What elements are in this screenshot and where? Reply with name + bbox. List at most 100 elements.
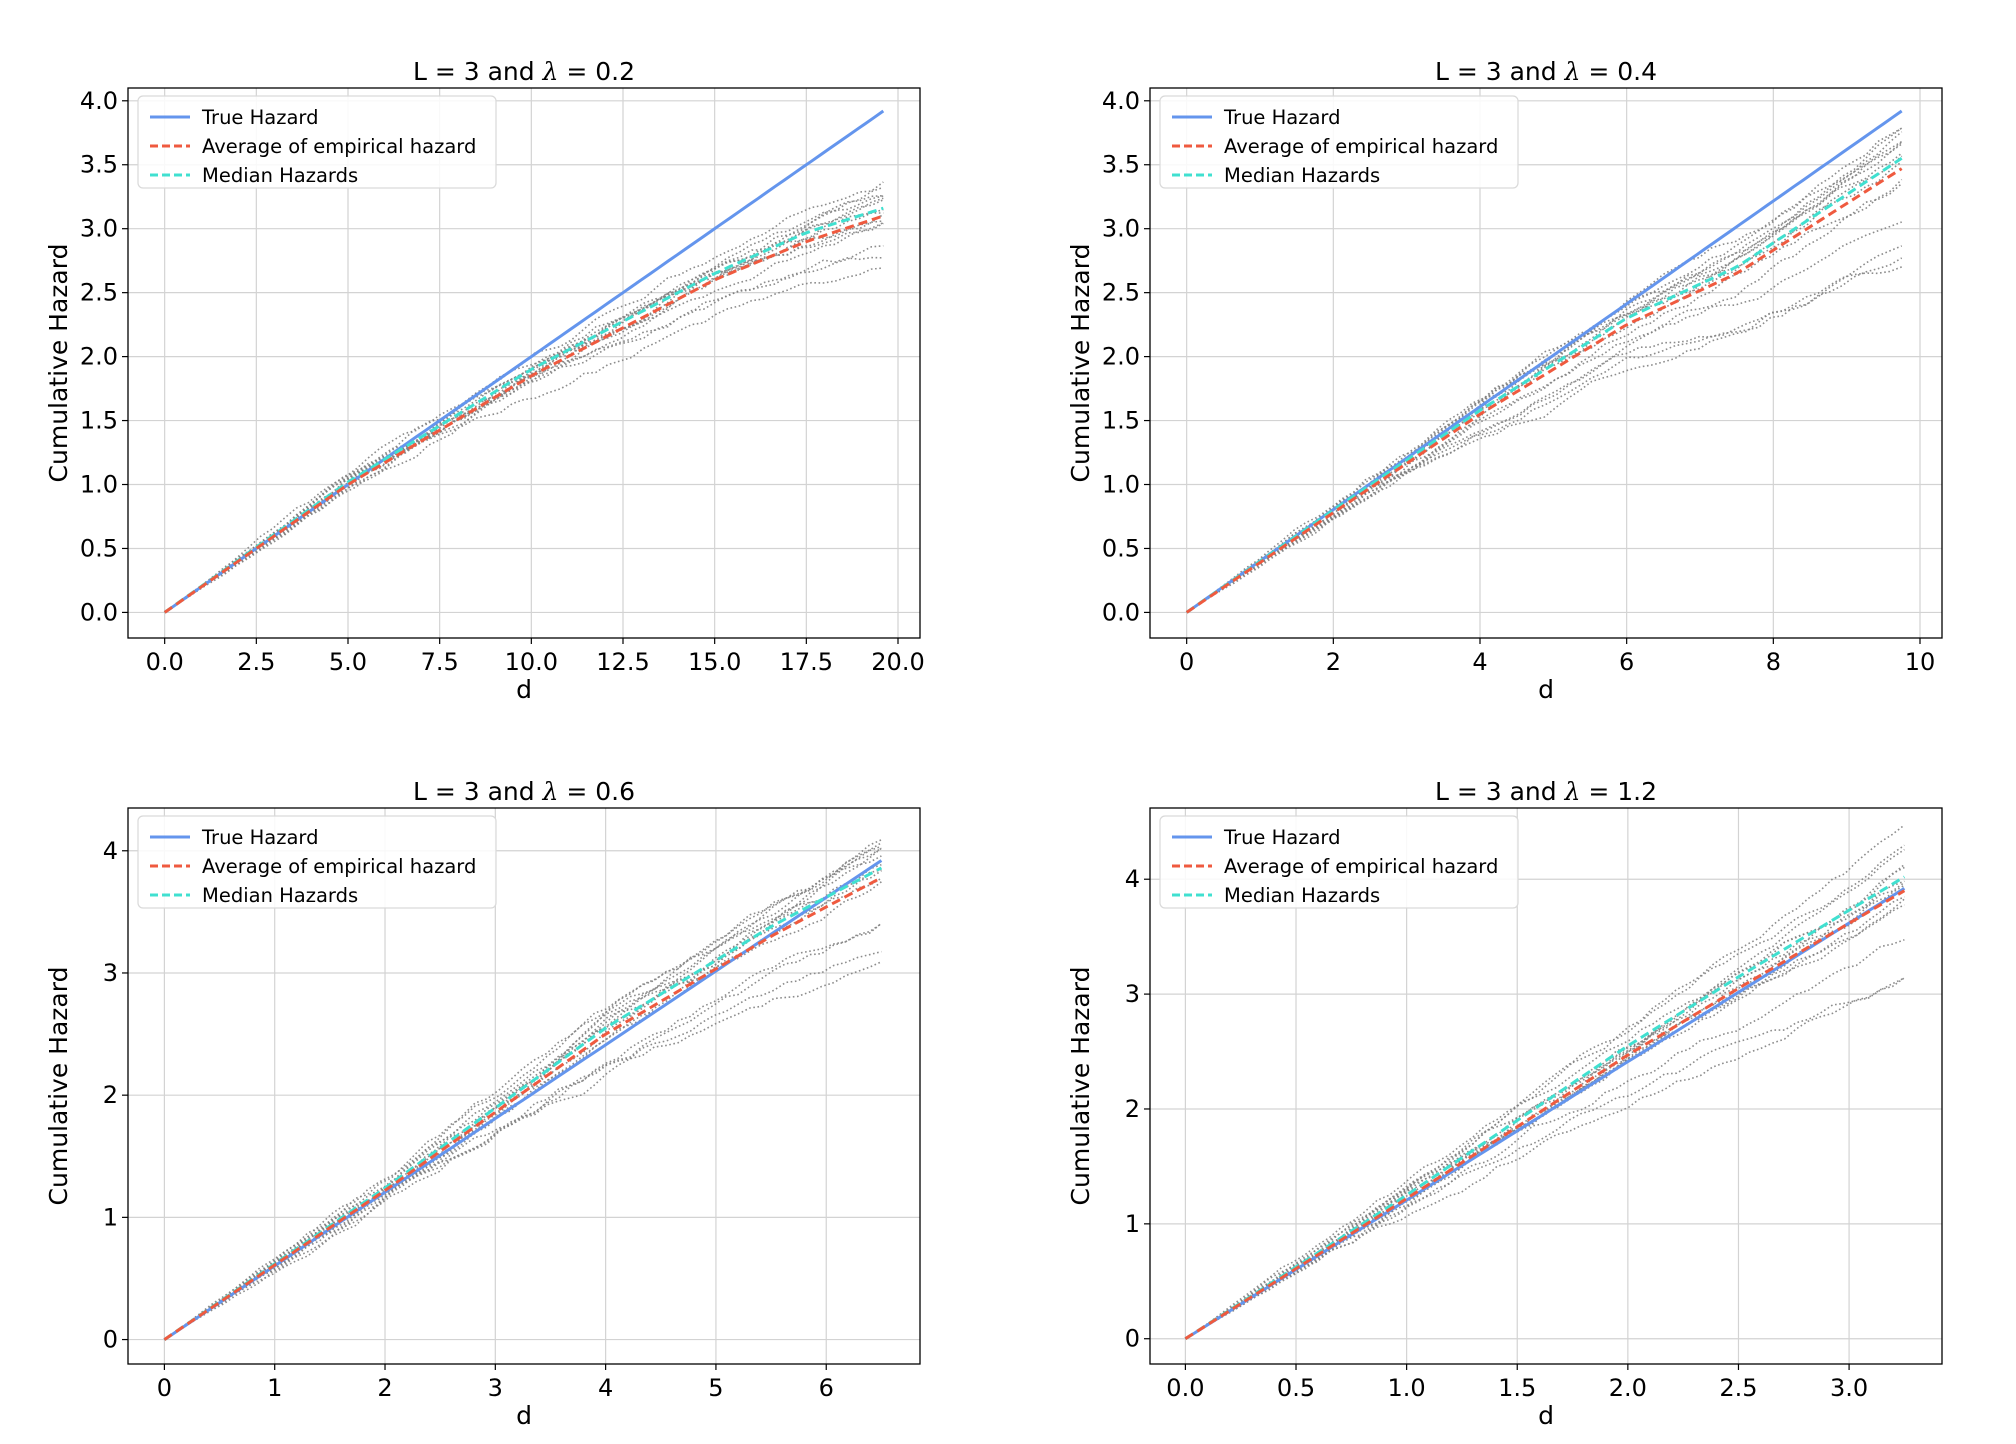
y-tick-label: 1 xyxy=(103,1203,118,1231)
x-tick-label: 7.5 xyxy=(421,648,459,676)
empirical-hazard-line xyxy=(164,220,884,614)
y-tick-label: 2.5 xyxy=(1102,279,1140,307)
chart-lambda-0-2: 0.0 2.5 5.0 7.5 10.0 12.5 15.0 17.5 20.0 0.0 0.5 1.… xyxy=(44,57,925,704)
plot-frame xyxy=(127,807,921,1365)
y-axis-label: Cumulative Hazard xyxy=(44,967,73,1206)
legend-box xyxy=(1159,95,1519,189)
average-hazard-line xyxy=(163,876,883,1341)
empirical-hazard-line xyxy=(164,194,884,614)
empirical-hazard-line xyxy=(164,267,884,614)
empirical-hazard-line xyxy=(164,221,884,614)
title-value: = 0.4 xyxy=(1580,57,1657,86)
x-tick-label: 5.0 xyxy=(329,648,367,676)
empirical-hazard-line xyxy=(1184,863,1905,1340)
empirical-hazard-line xyxy=(1184,844,1905,1340)
chart-panel-2: 0 2 4 6 8 10 0.0 0.5 1.0 1.5 2.0 2.5 3.0 3.5 4.0 d Cumul… xyxy=(1008,0,2016,720)
legend-label: True Hazard xyxy=(1223,106,1340,129)
chart-title: L = 3 and λ = 1.2 xyxy=(1435,777,1657,806)
title-prefix: L = 3 and xyxy=(413,57,543,86)
empirical-hazard-line xyxy=(164,186,884,614)
legend-label: True Hazard xyxy=(201,106,318,129)
legend-box xyxy=(1159,815,1519,909)
empirical-hazard-line xyxy=(163,847,882,1341)
empirical-hazard-line xyxy=(164,195,884,614)
chart-lambda-0-4: 0 2 4 6 8 10 0.0 0.5 1.0 1.5 2.0 2.5 3.0 3.5 4.0 d Cumul… xyxy=(1066,57,1943,704)
x-tick-label: 15.0 xyxy=(688,648,741,676)
empirical-hazard-line xyxy=(1186,257,1903,614)
y-tick-label: 4 xyxy=(1125,865,1140,893)
y-axis-label: Cumulative Hazard xyxy=(1066,967,1095,1206)
x-tick-label: 6 xyxy=(819,1374,834,1402)
empirical-hazard-line xyxy=(163,961,882,1341)
legend: True Hazard Average of empirical hazard Me… xyxy=(1159,95,1519,189)
empirical-hazard-line xyxy=(164,222,884,614)
empirical-hazard-line xyxy=(163,881,882,1341)
y-tick-label: 0.5 xyxy=(1102,534,1140,562)
empirical-hazard-line xyxy=(164,256,884,614)
legend-label: Average of empirical hazard xyxy=(1224,855,1498,878)
empirical-hazard-line xyxy=(1186,140,1903,614)
x-tick-label: 1.5 xyxy=(1498,1374,1536,1402)
empirical-hazard-line xyxy=(163,922,882,1341)
x-tick-label: 2.5 xyxy=(237,648,275,676)
title-prefix: L = 3 and xyxy=(1435,57,1565,86)
y-tick-label: 2.0 xyxy=(1102,343,1140,371)
empirical-hazard-line xyxy=(1186,245,1903,614)
chart-panel-1: 0.0 2.5 5.0 7.5 10.0 12.5 15.0 17.5 20.0 0.0 0.5 1.… xyxy=(0,0,1008,720)
title-prefix: L = 3 and xyxy=(1435,777,1565,806)
x-tick-label: 3 xyxy=(488,1374,503,1402)
empirical-hazard-line xyxy=(1186,161,1903,614)
chart-lambda-1-2: 0.0 0.5 1.0 1.5 2.0 2.5 3.0 0 1 2 3 4 d Cumulative Ha… xyxy=(1066,777,1943,1430)
x-tick-label: 20.0 xyxy=(871,648,924,676)
axis-ticks: 0.0 2.5 5.0 7.5 10.0 12.5 15.0 17.5 20.0 0.0 0.5 1.… xyxy=(80,87,925,676)
legend-label: Median Hazards xyxy=(1224,884,1380,907)
empirical-hazard-line xyxy=(1186,141,1903,614)
plot-frame xyxy=(1149,87,1943,639)
empirical-hazard-line xyxy=(163,877,882,1341)
y-tick-label: 0.0 xyxy=(1102,598,1140,626)
legend-label: Average of empirical hazard xyxy=(1224,135,1498,158)
legend-label: Median Hazards xyxy=(202,884,358,907)
axis-ticks: 0.0 0.5 1.0 1.5 2.0 2.5 3.0 0 1 2 3 4 xyxy=(1125,865,1868,1402)
empirical-hazard-line xyxy=(164,197,884,614)
y-tick-label: 2.0 xyxy=(80,343,118,371)
main-series xyxy=(1185,109,1903,614)
x-tick-label: 4 xyxy=(1472,648,1487,676)
legend: True Hazard Average of empirical hazard Me… xyxy=(1159,815,1519,909)
y-tick-label: 1 xyxy=(1125,1210,1140,1238)
title-value: = 0.2 xyxy=(558,57,635,86)
main-series xyxy=(163,109,885,614)
legend-box xyxy=(137,95,497,189)
median-hazard-line xyxy=(1184,875,1906,1340)
y-axis-label: Cumulative Hazard xyxy=(44,244,73,483)
empirical-hazard-line xyxy=(164,199,884,614)
empirical-hazard-line xyxy=(1184,977,1905,1340)
empirical-hazard-line xyxy=(1184,977,1905,1340)
axis-ticks: 0 2 4 6 8 10 0.0 0.5 1.0 1.5 2.0 2.5 3.0 3.5 4.0 xyxy=(1102,87,1935,676)
empirical-hazard-line xyxy=(164,212,884,614)
y-tick-label: 1.0 xyxy=(80,471,118,499)
empirical-hazard-line xyxy=(1186,266,1902,614)
chart-lambda-0-6: 0 1 2 3 4 5 6 0 1 2 3 4 d Cumulative Hazard L = 3 and … xyxy=(44,777,921,1430)
y-tick-label: 3.5 xyxy=(1102,151,1140,179)
empirical-hazard-line xyxy=(163,845,882,1341)
x-tick-label: 6 xyxy=(1619,648,1634,676)
legend-label: Average of empirical hazard xyxy=(202,855,476,878)
legend-label: Average of empirical hazard xyxy=(202,135,476,158)
x-tick-label: 0 xyxy=(1179,648,1194,676)
chart-title: L = 3 and λ = 0.4 xyxy=(1435,57,1657,86)
empirical-hazard-line xyxy=(1186,152,1903,614)
empirical-hazard-line xyxy=(163,923,882,1341)
grid-lines xyxy=(128,808,920,1364)
y-tick-label: 0.0 xyxy=(80,598,118,626)
y-tick-label: 3 xyxy=(1125,980,1140,1008)
x-tick-label: 17.5 xyxy=(780,648,833,676)
y-tick-label: 0 xyxy=(103,1326,118,1354)
title-value: = 0.6 xyxy=(558,777,635,806)
average-hazard-line xyxy=(1185,167,1903,614)
x-tick-label: 10 xyxy=(1905,648,1936,676)
x-tick-label: 0.0 xyxy=(146,648,184,676)
title-lambda: λ xyxy=(1564,777,1581,806)
empirical-hazard-line xyxy=(164,245,884,614)
median-hazard-line xyxy=(1185,157,1903,614)
